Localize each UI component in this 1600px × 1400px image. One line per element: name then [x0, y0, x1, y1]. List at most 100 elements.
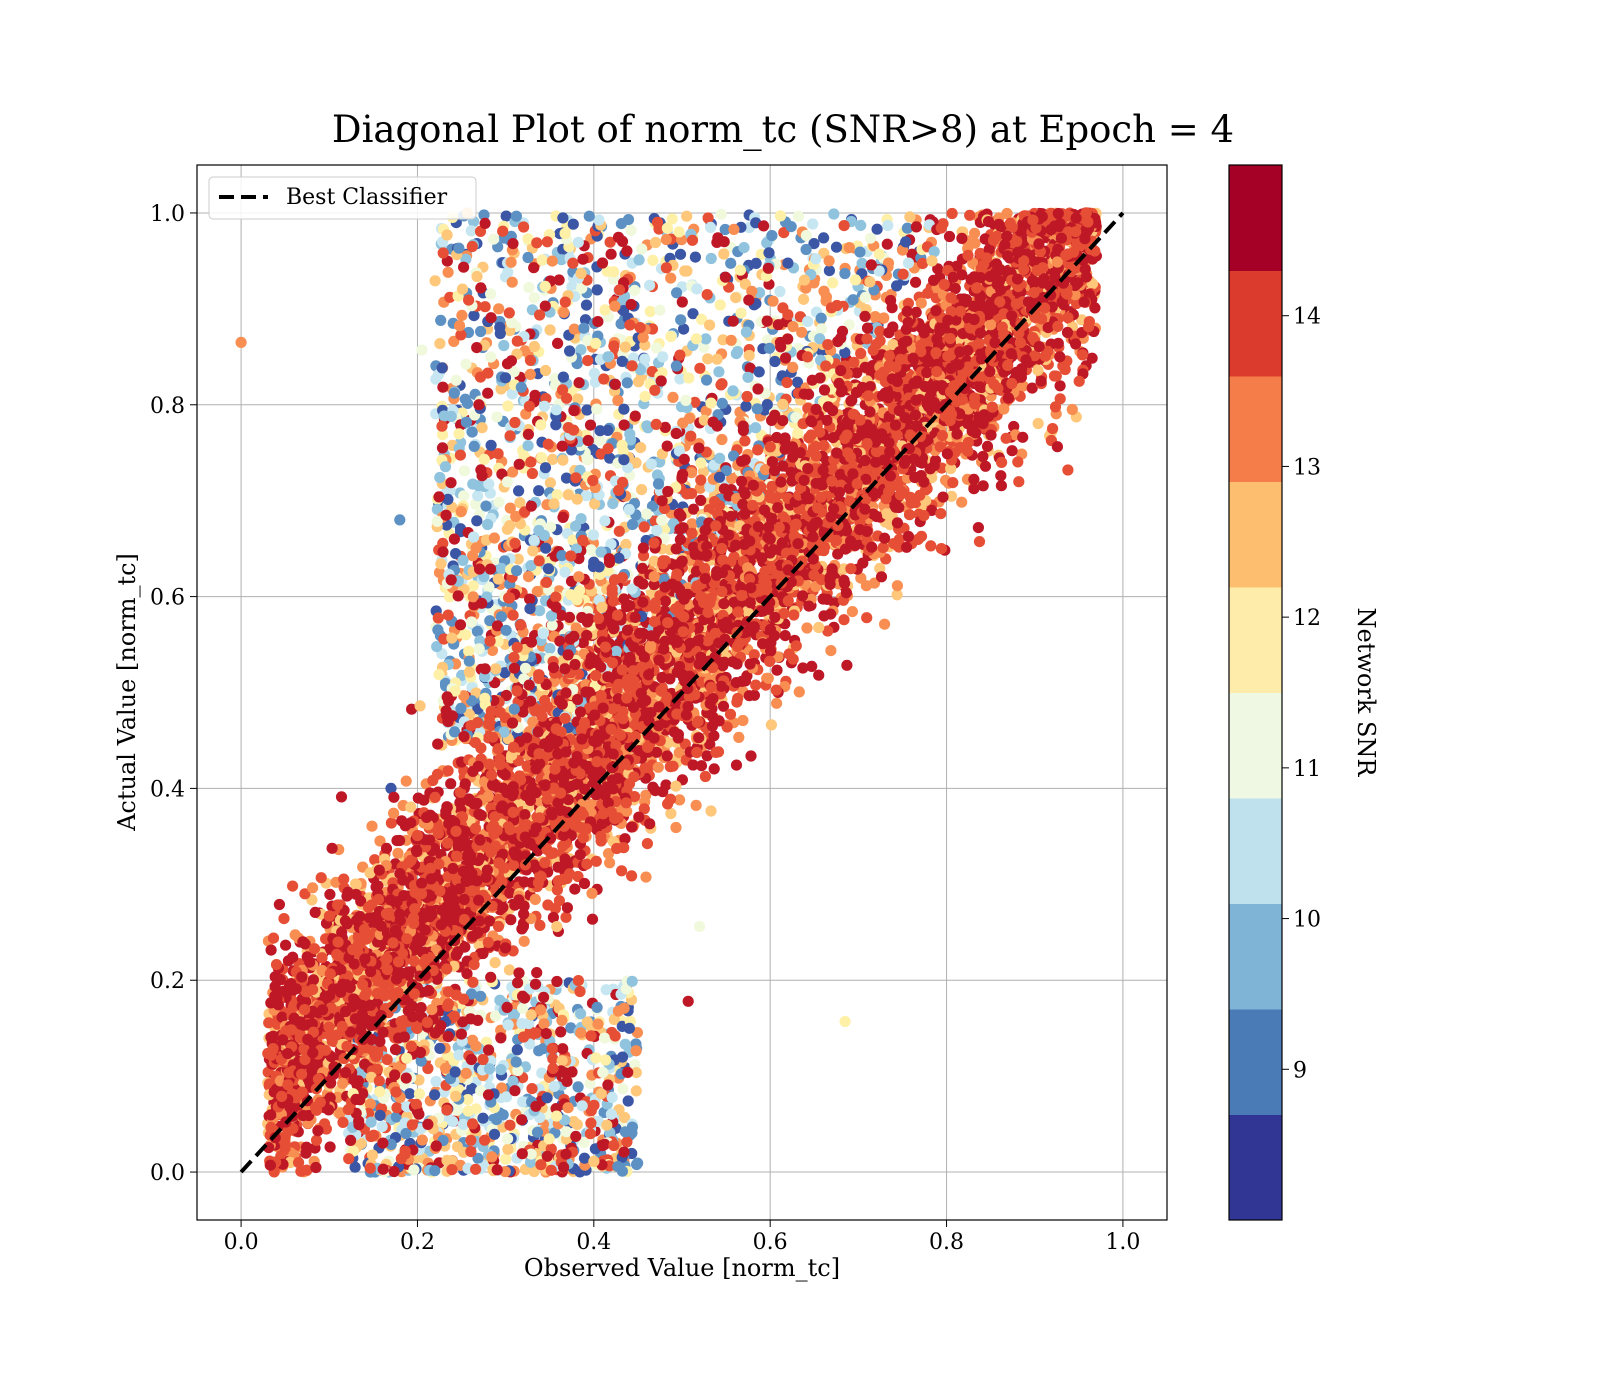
scatter-point — [477, 1112, 489, 1124]
scatter-point — [644, 305, 656, 318]
scatter-point — [278, 913, 290, 925]
scatter-point — [874, 562, 886, 575]
scatter-point — [473, 939, 485, 951]
scatter-point — [1048, 370, 1061, 382]
scatter-point — [586, 913, 599, 925]
scatter-point — [763, 247, 775, 259]
scatter-point — [769, 355, 781, 368]
scatter-point — [544, 324, 556, 336]
scatter-point — [504, 430, 516, 442]
scatter-point — [718, 248, 730, 260]
scatter-point — [626, 870, 638, 882]
scatter-point — [459, 393, 471, 405]
scatter-point — [466, 426, 478, 438]
scatter-point — [925, 540, 937, 552]
scatter-point — [717, 334, 729, 346]
scatter-point — [531, 585, 543, 598]
scatter-point — [500, 1153, 512, 1165]
scatter-point — [335, 791, 348, 803]
scatter-point — [1012, 456, 1024, 468]
scatter-point — [394, 514, 406, 526]
scatter-point — [472, 490, 484, 502]
scatter-point — [513, 485, 525, 497]
scatter-point — [740, 400, 752, 412]
scatter-point — [364, 1098, 376, 1110]
scatter-point — [505, 256, 517, 268]
scatter-point — [807, 218, 819, 230]
scatter-point — [615, 218, 628, 230]
scatter-point — [568, 323, 580, 335]
scatter-point — [547, 453, 559, 465]
scatter-point — [544, 643, 556, 655]
scatter-point — [701, 374, 713, 386]
scatter-point — [605, 248, 617, 260]
scatter-point — [466, 616, 478, 628]
scatter-point — [827, 432, 839, 444]
scatter-point — [534, 919, 546, 932]
scatter-point — [636, 484, 648, 496]
scatter-point — [476, 422, 488, 434]
scatter-point — [698, 341, 710, 353]
scatter-point — [1054, 380, 1066, 392]
scatter-point — [515, 381, 527, 393]
scatter-point — [825, 645, 837, 657]
scatter-point — [529, 389, 541, 401]
scatter-point — [607, 498, 619, 510]
scatter-point — [815, 312, 827, 324]
scatter-point — [435, 314, 447, 326]
scatter-point — [448, 387, 460, 399]
scatter-point — [879, 618, 891, 630]
scatter-point — [815, 323, 828, 335]
scatter-point — [324, 1141, 336, 1153]
scatter-point — [513, 458, 525, 470]
scatter-point — [511, 977, 524, 989]
scatter-point — [485, 351, 497, 363]
scatter-point — [871, 223, 883, 235]
scatter-point — [433, 491, 445, 503]
scatter-point — [534, 605, 546, 617]
scatter-point — [752, 383, 764, 395]
scatter-point — [575, 1008, 587, 1020]
scatter-point — [599, 304, 611, 316]
scatter-point — [631, 1158, 643, 1171]
scatter-point — [450, 374, 462, 386]
scatter-point — [536, 452, 548, 464]
scatter-point — [584, 419, 597, 431]
scatter-point — [774, 285, 786, 298]
scatter-point — [483, 581, 495, 593]
scatter-point — [389, 1043, 402, 1056]
scatter-point — [616, 865, 628, 877]
scatter-point — [774, 210, 787, 222]
scatter-point — [453, 1049, 465, 1061]
scatter-point — [413, 1088, 426, 1100]
scatter-point — [506, 276, 518, 288]
scatter-point — [471, 270, 483, 283]
scatter-point — [385, 817, 397, 829]
scatter-point — [235, 336, 247, 348]
scatter-point — [482, 518, 494, 531]
scatter-point — [830, 241, 843, 253]
scatter-point — [436, 362, 448, 374]
scatter-point — [468, 440, 480, 452]
scatter-point — [524, 593, 536, 605]
scatter-point — [571, 1119, 583, 1131]
scatter-point — [838, 614, 850, 626]
scatter-point — [696, 313, 708, 325]
scatter-point — [665, 807, 677, 820]
scatter-point — [273, 898, 285, 911]
scatter-point — [468, 310, 480, 322]
scatter-point — [740, 326, 753, 338]
scatter-point — [708, 763, 720, 775]
scatter-point — [555, 1026, 567, 1038]
scatter-point — [540, 542, 552, 554]
scatter-point — [580, 299, 593, 311]
scatter-point — [404, 1088, 416, 1100]
scatter-point — [636, 243, 648, 255]
scatter-point — [267, 932, 280, 944]
scatter-point — [489, 957, 501, 969]
scatter-point — [503, 307, 515, 319]
scatter-point — [506, 317, 518, 329]
scatter-point — [645, 458, 657, 470]
scatter-point — [594, 434, 606, 446]
scatter-point — [716, 397, 728, 409]
